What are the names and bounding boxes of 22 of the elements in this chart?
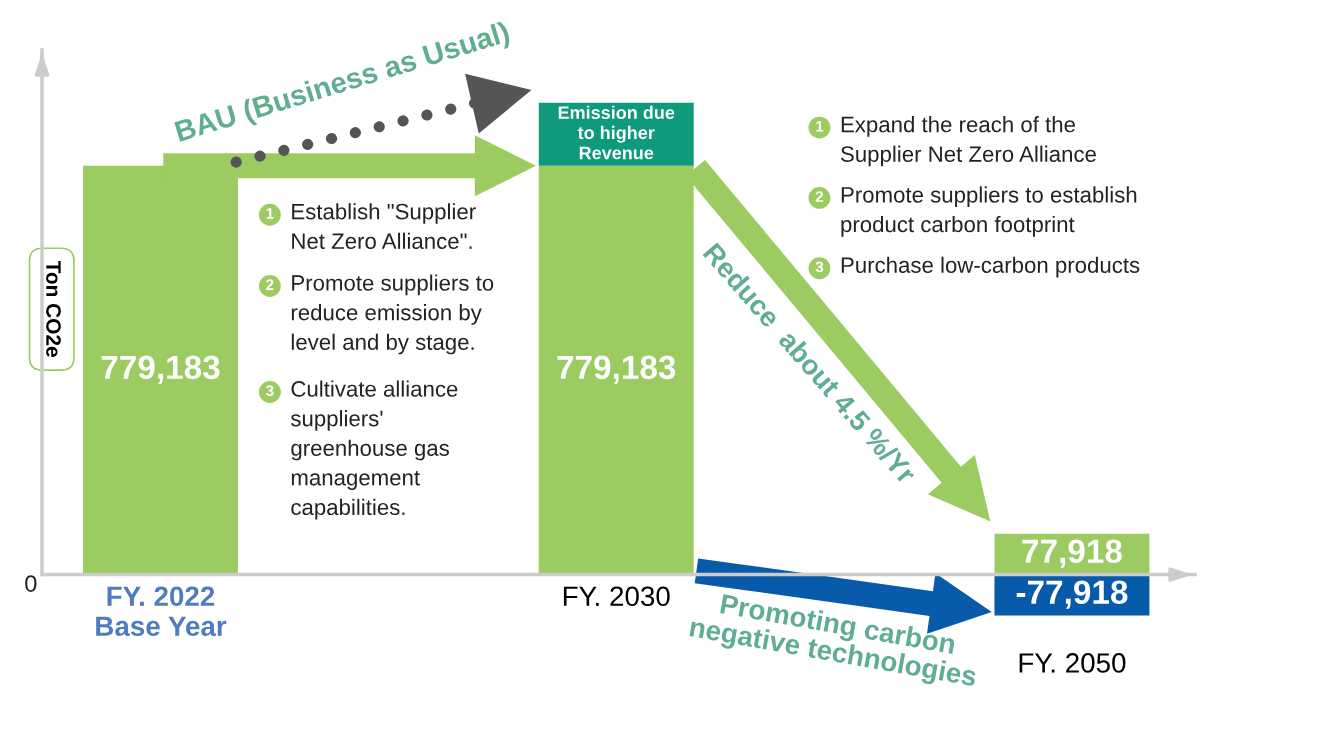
annotation: 2 bbox=[266, 279, 274, 290]
annotation: Promote suppliers to reduce emission by level and by stage. bbox=[291, 274, 494, 355]
x-tick-label: FY. 2030 bbox=[563, 586, 670, 607]
data-label: 779,183 bbox=[101, 355, 220, 384]
data-label: 779,183 bbox=[557, 355, 676, 384]
x-tick-label: FY. 2022 Base Year bbox=[96, 586, 227, 637]
annotation: Promote suppliers to establish product carbon footprint bbox=[841, 186, 1137, 237]
annotation: Establish "Supplier Net Zero Alliance". bbox=[292, 203, 476, 250]
annotation: 3 bbox=[815, 261, 824, 273]
text: 0 bbox=[25, 575, 37, 592]
annotation: 3 bbox=[265, 385, 274, 397]
data-label: 77,918 bbox=[1022, 539, 1122, 568]
annotation: 2 bbox=[815, 191, 824, 202]
y-axis-title: Ton CO2e bbox=[46, 260, 61, 357]
annotation: Cultivate alliance suppliers' greenhouse gas management capabilities. bbox=[290, 380, 458, 520]
x-tick-label: FY. 2050 bbox=[1019, 653, 1126, 673]
series-label: Emission due to higher Revenue bbox=[558, 105, 675, 160]
annotation: Purchase low-carbon products bbox=[841, 256, 1140, 278]
data-label: -77,918 bbox=[1016, 580, 1128, 609]
annotation: Expand the reach of the Supplier Net Zero Alliance bbox=[841, 116, 1096, 167]
annotation: 1 bbox=[816, 121, 824, 132]
annotation: 1 bbox=[266, 208, 274, 219]
